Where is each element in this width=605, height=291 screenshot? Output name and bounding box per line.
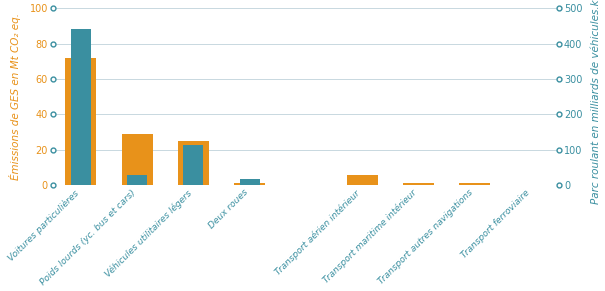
- Bar: [71, 29, 91, 185]
- Y-axis label: Parc roulant en milliards de véhicules.km: Parc roulant en milliards de véhicules.k…: [591, 0, 601, 204]
- Bar: [234, 182, 265, 185]
- Bar: [122, 134, 152, 185]
- Bar: [403, 183, 434, 185]
- Bar: [65, 58, 96, 185]
- Bar: [127, 175, 147, 185]
- Bar: [459, 183, 490, 185]
- Y-axis label: Émissions de GES en Mt CO₂ eq.: Émissions de GES en Mt CO₂ eq.: [9, 13, 21, 180]
- Bar: [240, 179, 260, 185]
- Bar: [183, 145, 203, 185]
- Bar: [178, 141, 209, 185]
- Bar: [347, 175, 378, 185]
